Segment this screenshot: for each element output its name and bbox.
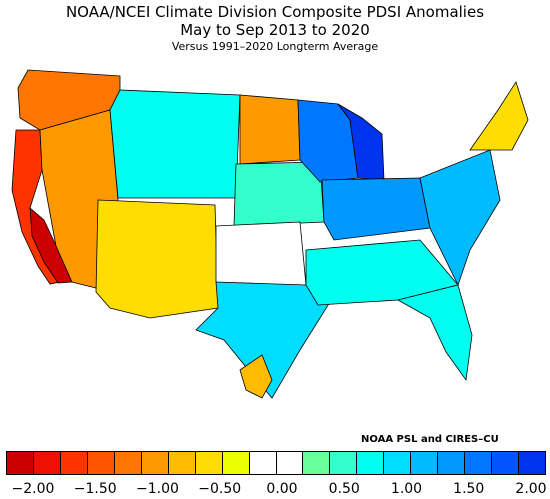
legend-swatch: [330, 452, 358, 474]
legend-tick-label: 1.00: [390, 481, 423, 497]
legend-swatch: [384, 452, 412, 474]
source-credit: NOAA PSL and CIRES–CU: [361, 434, 499, 445]
legend-swatch: [303, 452, 331, 474]
legend-swatch: [465, 452, 493, 474]
legend-swatch: [357, 452, 385, 474]
region-gulf-coast: [239, 354, 273, 399]
legend-tick-label: −0.50: [198, 481, 242, 497]
legend-tick-label: 1.50: [453, 481, 485, 497]
region-florida: [396, 284, 473, 382]
legend-tick-label: −2.00: [11, 481, 55, 497]
legend-swatch: [249, 452, 277, 474]
map-title: NOAA/NCEI Climate Division Composite PDS…: [65, 3, 485, 21]
legend-tick-label: 2.00: [515, 481, 547, 497]
legend-swatch: [519, 452, 546, 474]
region-southwest: [95, 199, 219, 319]
map-baseline-note: Versus 1991–2020 Longterm Average: [171, 40, 379, 53]
legend-tick-label: −1.00: [136, 481, 179, 497]
region-northern-rockies: [109, 89, 241, 199]
legend-swatch: [222, 452, 250, 474]
map-subtitle: May to Sep 2013 to 2020: [180, 21, 370, 39]
region-central-california: [29, 207, 73, 284]
legend-swatch: [276, 452, 304, 474]
region-southern-plains: [215, 221, 307, 291]
region-ohio-valley: [321, 177, 431, 241]
legend-swatch: [141, 452, 169, 474]
region-new-england: [469, 81, 529, 151]
legend-swatch: [60, 452, 88, 474]
legend-swatch: [87, 452, 115, 474]
legend-swatch: [168, 452, 196, 474]
legend-swatch: [492, 452, 520, 474]
legend-tick-label: 0.50: [328, 481, 360, 497]
legend-swatch: [195, 452, 223, 474]
legend-swatch: [114, 452, 142, 474]
legend-tick-label: −1.50: [73, 481, 117, 497]
region-northern-plains: [239, 94, 301, 165]
us-climate-division-map: [11, 69, 529, 399]
color-legend: [6, 451, 546, 475]
legend-swatch: [7, 452, 34, 474]
legend-swatch: [438, 452, 466, 474]
legend-swatch: [33, 452, 61, 474]
legend-swatch: [411, 452, 439, 474]
legend-tick-label: 0.00: [266, 481, 298, 497]
